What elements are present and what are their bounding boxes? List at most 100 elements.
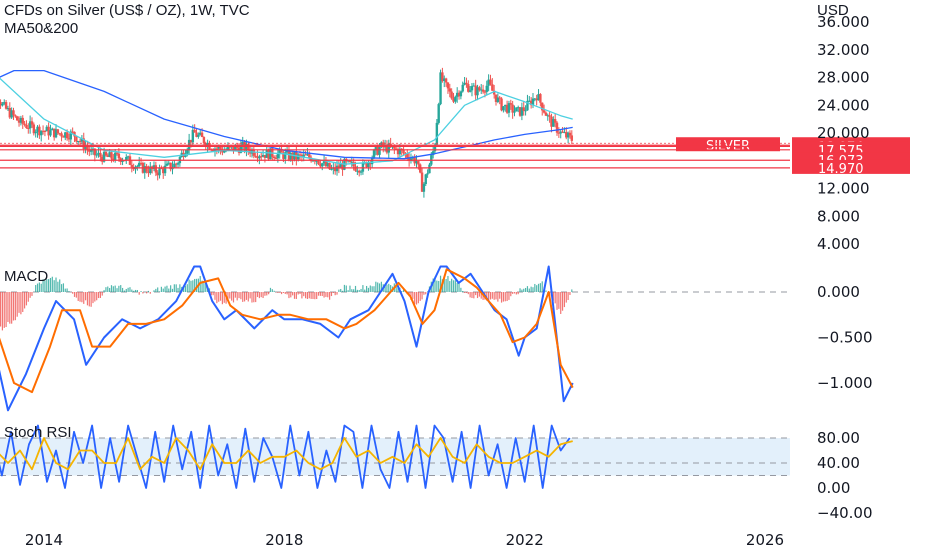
macd-histogram-bar-down bbox=[336, 292, 338, 295]
macd-histogram-bar-up bbox=[164, 286, 166, 292]
macd-histogram-bar-up bbox=[179, 284, 181, 292]
macd-histogram-bar-down bbox=[317, 292, 320, 296]
candle-down bbox=[232, 146, 235, 151]
macd-histogram-bar-down bbox=[22, 292, 24, 312]
macd-histogram-bar-up bbox=[347, 290, 349, 292]
macd-histogram-bar-up bbox=[166, 285, 168, 292]
candle-down bbox=[82, 138, 85, 150]
candle-down bbox=[441, 72, 444, 81]
candle-up bbox=[136, 166, 139, 168]
macd-histogram-bar-down bbox=[286, 292, 288, 295]
candle-up bbox=[239, 144, 243, 153]
candle-down bbox=[448, 88, 451, 92]
candle-up bbox=[89, 149, 93, 152]
macd-histogram-bar-down bbox=[304, 292, 307, 299]
candle-up bbox=[91, 148, 95, 150]
macd-histogram-bar-up bbox=[571, 289, 573, 292]
candle-up bbox=[370, 158, 374, 165]
macd-histogram-bar-up bbox=[53, 280, 55, 292]
candle-down bbox=[156, 172, 159, 176]
macd-histogram-bar-down bbox=[266, 292, 268, 296]
candle-down bbox=[341, 164, 344, 170]
macd-histogram-bar-up bbox=[462, 290, 464, 292]
candle-down bbox=[104, 151, 108, 156]
macd-histogram-bar-down bbox=[23, 292, 26, 309]
candle-down bbox=[539, 94, 542, 103]
candle-up bbox=[165, 163, 169, 166]
candle-up bbox=[234, 145, 237, 151]
macd-histogram-bar-down bbox=[92, 292, 94, 304]
macd-histogram-bar-down bbox=[290, 292, 292, 298]
candle-down bbox=[304, 154, 307, 156]
candle-down bbox=[491, 84, 494, 91]
candle-down bbox=[41, 130, 45, 132]
macd-histogram-bar-up bbox=[201, 280, 203, 292]
macd-histogram-bar-down bbox=[240, 292, 242, 300]
price-level-badge bbox=[792, 159, 910, 174]
candle-down bbox=[511, 104, 514, 113]
candle-down bbox=[252, 149, 256, 156]
macd-histogram-bar-down bbox=[306, 292, 309, 299]
macd-histogram-bar-up bbox=[338, 289, 340, 292]
macd-histogram-bar-down bbox=[554, 292, 556, 304]
macd-histogram-bar-up bbox=[380, 281, 382, 292]
macd-histogram-bar-down bbox=[469, 292, 471, 298]
price-level-lines: 18.237SILVER18.07417.57516.07314.970 bbox=[0, 137, 910, 177]
candle-down bbox=[78, 141, 82, 143]
price-axis-tick: 36.000 bbox=[817, 13, 870, 31]
macd-histogram-bar-down bbox=[1, 292, 4, 331]
macd-histogram-bar-up bbox=[42, 279, 44, 292]
candle-down bbox=[308, 154, 311, 158]
candle-down bbox=[467, 84, 470, 92]
candle-down bbox=[162, 168, 165, 174]
macd-histogram-bar-up bbox=[171, 288, 174, 292]
candle-up bbox=[531, 98, 535, 106]
candle-down bbox=[500, 98, 503, 111]
axis-labels: 36.000 32.000 28.000 24.000 20.000 12.000 8.00… bbox=[25, 13, 873, 549]
candle-up bbox=[1, 103, 4, 106]
candle-down bbox=[282, 152, 285, 159]
macd-histogram-bar-up bbox=[109, 287, 111, 292]
macd-histogram-bar-up bbox=[147, 290, 150, 292]
macd-histogram-bar-down bbox=[332, 292, 334, 294]
candle-up bbox=[149, 166, 152, 174]
macd-histogram-bar-down bbox=[508, 292, 510, 300]
macd-histogram-bar-up bbox=[545, 290, 547, 292]
candle-up bbox=[537, 94, 540, 101]
candle-down bbox=[195, 132, 198, 137]
candle-down bbox=[256, 156, 259, 159]
candle-up bbox=[428, 164, 431, 174]
signal-line bbox=[0, 268, 574, 394]
moving-averages bbox=[0, 69, 573, 165]
macd-histogram-bar-down bbox=[231, 292, 233, 301]
candle-down bbox=[505, 104, 509, 113]
candle-up bbox=[480, 89, 483, 91]
macd-histogram-bar-up bbox=[364, 289, 366, 292]
candle-down bbox=[88, 149, 91, 152]
time-axis-tick: 2014 bbox=[25, 531, 63, 549]
macd-histogram-bar-down bbox=[552, 292, 554, 301]
macd-histogram-bar-down bbox=[493, 292, 495, 300]
candle-up bbox=[526, 100, 529, 111]
candle-down bbox=[267, 149, 270, 160]
macd-histogram-bar-up bbox=[432, 278, 434, 292]
candle-up bbox=[138, 162, 141, 167]
macd-histogram-bar-down bbox=[90, 292, 92, 307]
macd-histogram-bar-down bbox=[216, 292, 218, 304]
macd-histogram-bar-down bbox=[73, 292, 76, 297]
candle-up bbox=[191, 129, 195, 143]
candle-up bbox=[6, 108, 10, 110]
price-series bbox=[0, 67, 574, 198]
macd-histogram-bar-up bbox=[354, 285, 357, 292]
candle-up bbox=[496, 97, 500, 102]
macd-histogram-bar-up bbox=[170, 285, 172, 292]
currency-label: USD bbox=[817, 2, 849, 19]
candle-up bbox=[226, 146, 230, 151]
candle-down bbox=[402, 150, 405, 154]
price-axis-tick: 12.000 bbox=[817, 180, 870, 198]
candle-up bbox=[546, 115, 549, 117]
macd-histogram-bar-down bbox=[268, 292, 270, 295]
macd-histogram-bar-up bbox=[456, 282, 458, 292]
macd-histogram-bar-down bbox=[282, 292, 285, 293]
